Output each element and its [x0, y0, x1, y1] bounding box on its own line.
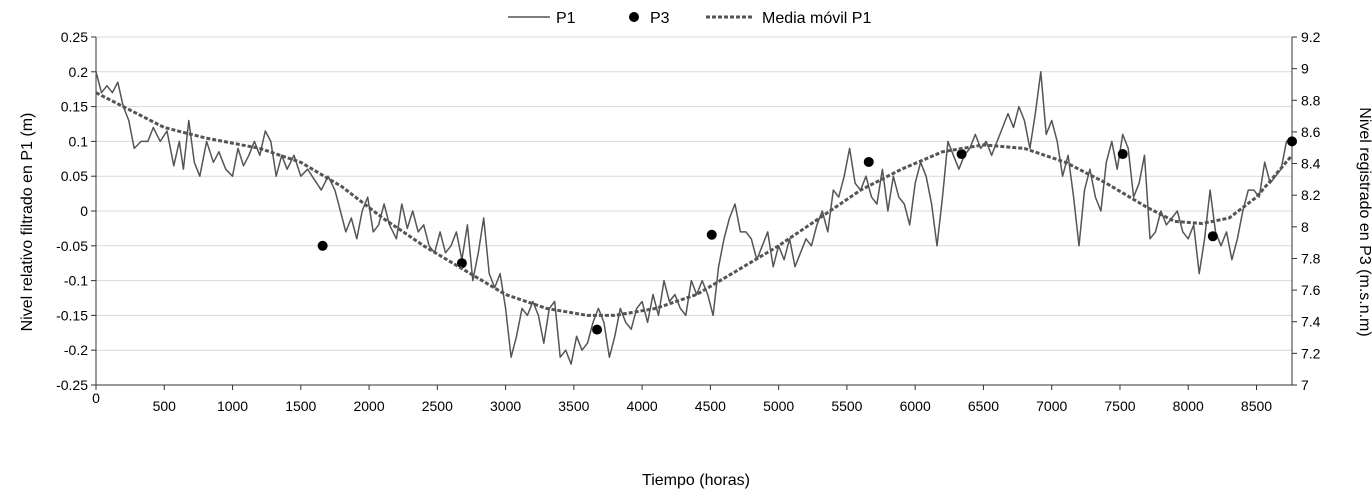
x-axis-title: Tiempo (horas)	[642, 472, 750, 489]
left-axis-title: Nivel relativo filtrado en P1 (m)	[19, 113, 36, 332]
left-tick-label: 0	[80, 203, 88, 219]
right-tick-label: 8.8	[1301, 92, 1321, 108]
x-tick-label: 6500	[968, 398, 999, 414]
data-point	[956, 149, 967, 160]
left-tick-label: 0.05	[61, 168, 88, 184]
x-tick-label: 8500	[1241, 398, 1272, 414]
right-tick-label: 7.2	[1301, 345, 1321, 361]
right-tick-label: 8.6	[1301, 124, 1321, 140]
x-tick-label: 5000	[763, 398, 794, 414]
legend-label: P1	[556, 10, 576, 27]
right-tick-label: 8.4	[1301, 156, 1321, 172]
series-layer	[95, 71, 1297, 365]
data-point	[456, 258, 467, 269]
x-tick-label: 2000	[353, 398, 384, 414]
right-tick-label: 9.2	[1301, 29, 1321, 45]
x-tick-label: 4000	[627, 398, 658, 414]
data-point	[317, 240, 328, 251]
axes: 0.25 0.2 0.15 0.1 0.05 0 -0.05 -0.1 -0.15 -0.2 -0.…	[56, 29, 1321, 414]
right-tick-label: 7.4	[1301, 314, 1321, 330]
legend-label: P3	[650, 10, 670, 27]
left-tick-label: 0.2	[69, 64, 89, 80]
x-tick-label: 6000	[900, 398, 931, 414]
right-tick-label: 9	[1301, 61, 1309, 77]
x-tick-label: 7500	[1104, 398, 1135, 414]
x-tick-label: 3500	[558, 398, 589, 414]
left-tick-label: -0.15	[56, 307, 88, 323]
left-tick-label: 0.1	[69, 133, 89, 149]
right-tick-label: 8	[1301, 219, 1309, 235]
x-tick-label: 5500	[831, 398, 862, 414]
left-tick-label: -0.05	[56, 238, 88, 254]
series-p1-line	[95, 71, 1292, 365]
legend-label: Media móvil P1	[762, 10, 871, 27]
right-axis-title: Nivel registrado en P3 (m.s.n.m)	[1356, 107, 1372, 336]
data-point	[706, 229, 717, 240]
x-tick-label: 500	[153, 398, 177, 414]
x-tick-label: 1000	[217, 398, 248, 414]
legend-marker	[629, 12, 639, 22]
right-tick-label: 8.2	[1301, 187, 1321, 203]
x-tick-label: 2500	[422, 398, 453, 414]
left-tick-label: 0.25	[61, 29, 88, 45]
data-point	[1287, 136, 1297, 147]
left-tick-label: 0.15	[61, 99, 88, 115]
data-point	[1117, 149, 1128, 160]
left-tick-label: -0.25	[56, 377, 88, 393]
legend-item: Media móvil P1	[706, 10, 871, 27]
series-p3-points	[317, 136, 1297, 335]
x-tick-label: 3000	[490, 398, 521, 414]
x-tick-label: 8000	[1173, 398, 1204, 414]
legend-item: P3	[629, 10, 670, 27]
data-point	[592, 324, 603, 335]
legend: P1 P3 Media móvil P1	[508, 10, 871, 27]
series-moving-average-line	[95, 91, 1294, 317]
x-tick-label: 7000	[1036, 398, 1067, 414]
right-tick-label: 7.8	[1301, 250, 1321, 266]
right-tick-label: 7.6	[1301, 282, 1321, 298]
x-tick-label: 1500	[285, 398, 316, 414]
grid-lines	[96, 36, 1292, 386]
right-tick-label: 7	[1301, 377, 1309, 393]
x-tick-label: 4500	[695, 398, 726, 414]
left-tick-label: -0.1	[64, 273, 88, 289]
left-tick-label: -0.2	[64, 342, 88, 358]
data-point	[1207, 231, 1218, 242]
x-tick-label: 0	[92, 390, 100, 406]
data-point	[863, 156, 874, 167]
legend-item: P1	[508, 10, 576, 27]
